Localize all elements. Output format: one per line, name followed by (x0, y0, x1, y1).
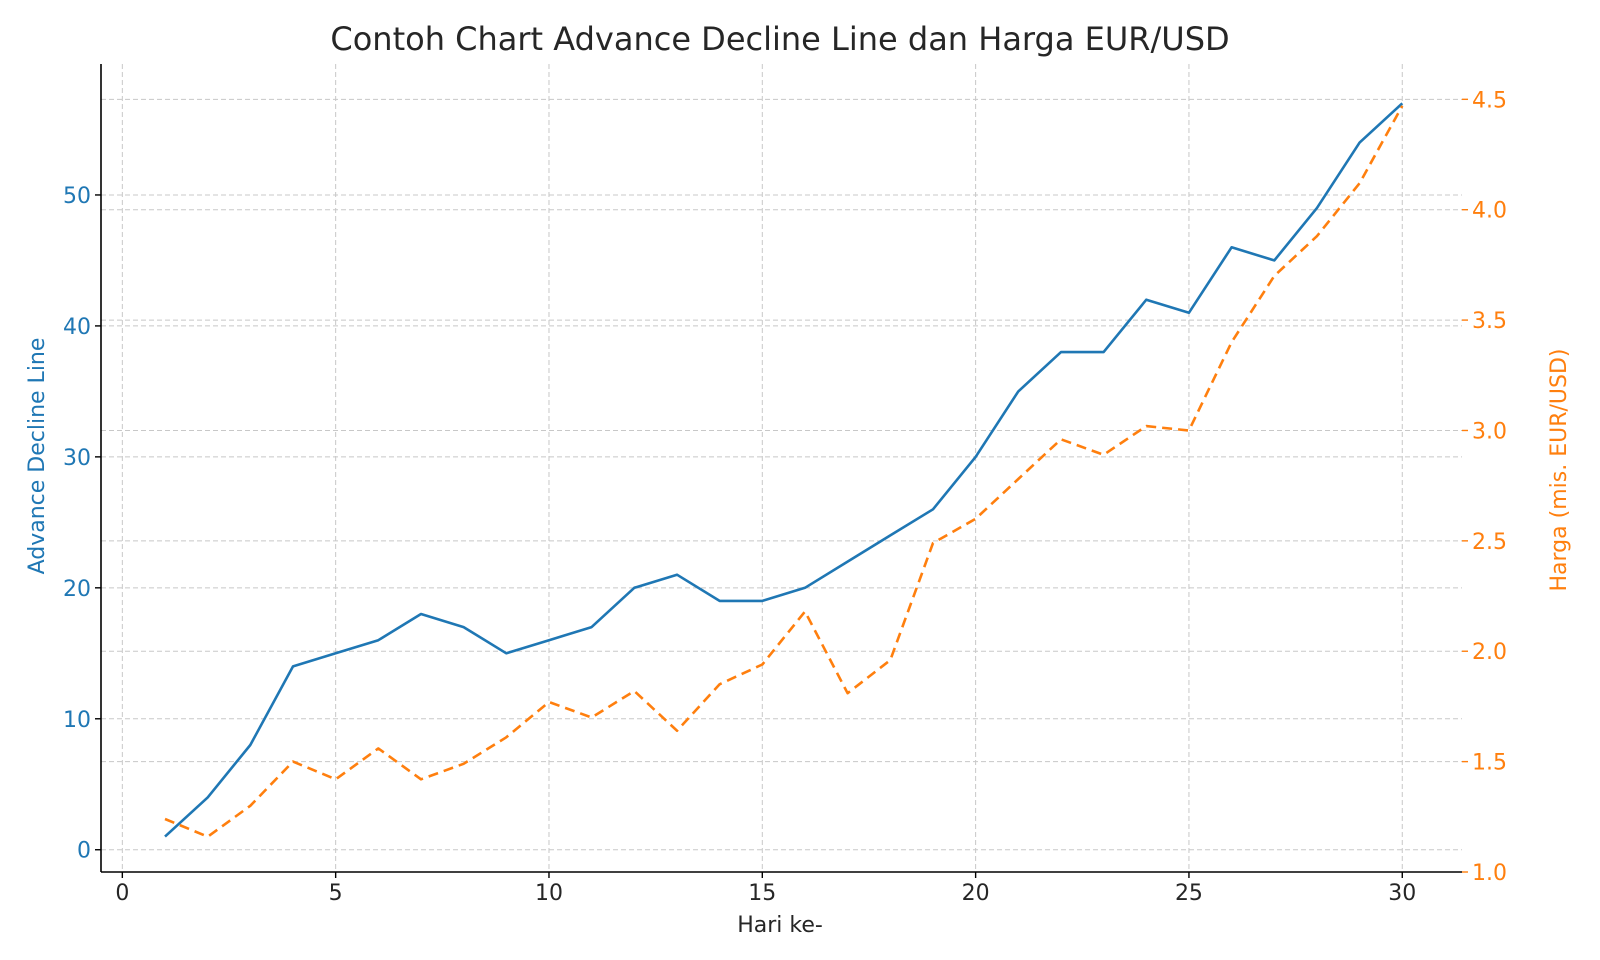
x-tick-label: 5 (329, 881, 343, 906)
y-left-tick-label: 30 (63, 446, 91, 471)
x-tick-label: 25 (1175, 881, 1203, 906)
y-right-tick-label: 1.5 (1472, 751, 1507, 776)
y-left-tick-label: 10 (63, 708, 91, 733)
y-right-tick-label: 2.5 (1472, 530, 1507, 555)
y-right-tick-label: 1.0 (1472, 861, 1507, 886)
x-tick-label: 30 (1388, 881, 1416, 906)
y-left-tick-label: 20 (63, 577, 91, 602)
x-axis: 0 5 10 15 20 25 30 (115, 872, 1416, 906)
y-axis-left-label: Advance Decline Line (25, 338, 50, 575)
y-right-tick-label: 2.0 (1472, 640, 1507, 665)
grid (101, 64, 1462, 873)
axes-spines (100, 64, 1462, 873)
series-advance-decline-line (164, 102, 1404, 838)
y-axis-right: 1.0 1.5 2.0 2.5 3.0 3.5 4.0 4.5 (1462, 88, 1507, 886)
chart-title: Contoh Chart Advance Decline Line dan Ha… (330, 20, 1229, 58)
y-left-tick-label: 50 (63, 184, 91, 209)
x-tick-label: 10 (535, 881, 563, 906)
y-left-tick-label: 0 (77, 839, 91, 864)
series-layer (164, 102, 1404, 838)
y-right-tick-label: 4.5 (1472, 88, 1507, 113)
series-harga-eurusd-line (164, 105, 1404, 838)
y-right-tick-label: 3.0 (1472, 419, 1507, 444)
y-axis-left: 0 10 20 30 40 50 (63, 184, 101, 864)
y-axis-right-label: Harga (mis. EUR/USD) (1547, 349, 1572, 592)
x-tick-label: 20 (962, 881, 990, 906)
x-tick-label: 0 (115, 881, 129, 906)
x-axis-label: Hari ke- (737, 913, 823, 938)
y-right-tick-label: 4.0 (1472, 199, 1507, 224)
y-right-tick-label: 3.5 (1472, 309, 1507, 334)
x-tick-label: 15 (748, 881, 776, 906)
y-left-tick-label: 40 (63, 315, 91, 340)
